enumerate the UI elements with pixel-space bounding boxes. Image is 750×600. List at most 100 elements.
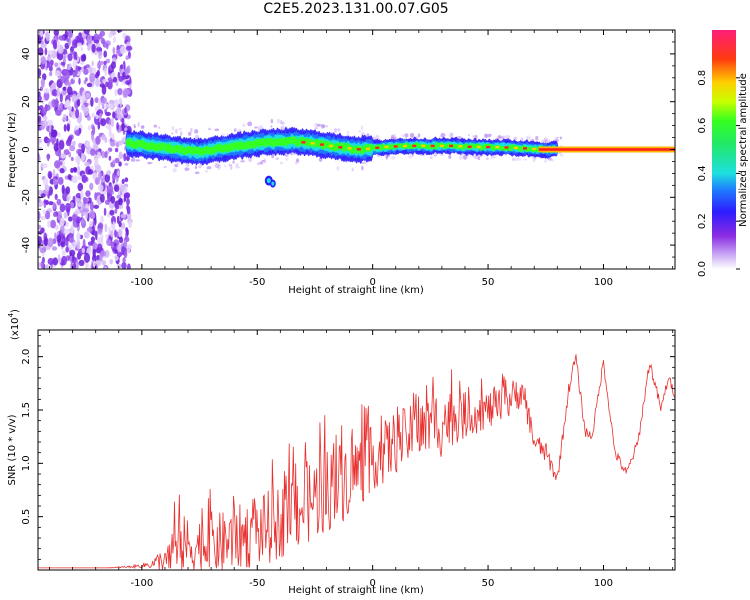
spectrogram-peak-mark bbox=[523, 147, 527, 150]
spectrogram-halo-blob bbox=[325, 125, 328, 128]
spectrogram-noise-blob bbox=[74, 129, 80, 136]
spectrogram-noise-blob bbox=[52, 169, 56, 177]
spectrogram-noise-blob bbox=[40, 78, 45, 88]
spectrogram-noise-blob bbox=[56, 198, 62, 206]
spectrogram-noise-blob bbox=[110, 117, 114, 128]
spectrogram-noise-blob bbox=[97, 49, 103, 60]
spectrogram-noise-blob bbox=[91, 43, 96, 53]
spectrogram-noise-blob bbox=[69, 144, 76, 152]
spectrogram-peak-mark bbox=[366, 147, 370, 150]
spectrogram-noise-blob bbox=[66, 99, 71, 108]
spectrogram-noise-blob bbox=[57, 40, 60, 51]
snr-series-line bbox=[38, 354, 675, 570]
spectrogram-halo-blob bbox=[535, 136, 539, 141]
spectrogram-noise-blob bbox=[75, 108, 80, 119]
spectrogram-halo-blob bbox=[495, 137, 500, 140]
spectrogram-noise-blob bbox=[72, 262, 76, 269]
spectrogram-noise-blob bbox=[118, 161, 122, 167]
spectrogram-noise-blob bbox=[53, 211, 57, 217]
spectrogram-halo-blob bbox=[391, 134, 394, 139]
spectrogram-noise-blob bbox=[40, 43, 47, 48]
y-tick-label: 1.0 bbox=[21, 455, 32, 471]
spectrogram-noise-blob bbox=[112, 172, 116, 181]
snr-y-axis-label: SNR (10 * v/v) bbox=[7, 414, 18, 485]
spectrogram-noise-blob bbox=[81, 217, 85, 225]
spectrogram-halo-blob bbox=[360, 125, 364, 131]
spectrogram-noise-blob bbox=[101, 260, 107, 266]
spectrogram-noise-blob bbox=[76, 148, 83, 155]
spectrogram-halo-blob bbox=[314, 122, 318, 128]
spectrogram-noise-blob bbox=[107, 212, 110, 218]
spectrogram-noise-blob bbox=[104, 265, 108, 269]
spectrogram-halo-blob bbox=[448, 154, 452, 160]
spectrogram-noise-blob bbox=[108, 155, 112, 161]
spectrogram-halo-blob bbox=[559, 153, 564, 157]
spectrogram-noise-blob bbox=[80, 104, 86, 111]
spectrogram-noise-blob bbox=[116, 263, 122, 269]
spectrogram-halo-blob bbox=[179, 131, 183, 136]
spectrogram-secondary-blob bbox=[266, 178, 271, 184]
spectrogram-halo-blob bbox=[361, 165, 364, 171]
spectrogram-noise-blob bbox=[124, 177, 129, 183]
spectrogram-halo-blob bbox=[251, 156, 254, 159]
spectrogram-noise-blob bbox=[89, 72, 96, 83]
spectrogram-noise-blob bbox=[85, 77, 88, 82]
spectrogram-halo-blob bbox=[316, 123, 322, 127]
spectrogram-peak-mark bbox=[375, 146, 380, 149]
snr-x-ticks: -100 -50 0 50 100 bbox=[49, 330, 674, 589]
spectrogram-noise-blob bbox=[94, 97, 99, 103]
spectrogram-noise-blob bbox=[59, 153, 66, 159]
spectrogram-noise-blob bbox=[82, 196, 87, 203]
spectrogram-noise-blob bbox=[101, 150, 105, 159]
spectrogram-noise-blob bbox=[120, 45, 126, 55]
x-tick-label: -50 bbox=[249, 277, 265, 288]
spectrogram-noise-blob bbox=[86, 115, 91, 121]
spectrogram-halo-blob bbox=[228, 163, 233, 167]
spectrogram-noise-blob bbox=[40, 261, 44, 269]
spectrogram-halo-blob bbox=[135, 159, 140, 162]
spectrogram-halo-blob bbox=[477, 156, 481, 161]
spectrogram-noise-blob bbox=[86, 34, 93, 45]
spectrogram-halo-blob bbox=[184, 167, 190, 171]
colorbar-gradient bbox=[712, 30, 736, 269]
y-tick-label: 0 bbox=[21, 146, 32, 152]
spectrogram-noise-blob bbox=[110, 229, 114, 238]
spectrogram-noise-blob bbox=[104, 223, 108, 233]
spectrogram-halo-blob bbox=[248, 157, 253, 163]
spectrogram-noise-blob bbox=[124, 192, 131, 199]
spectrogram-noise-blob bbox=[107, 184, 114, 194]
spectrogram-noise-blob bbox=[87, 169, 94, 175]
spectrogram-noise-blob bbox=[67, 53, 73, 62]
spectrogram-noise-blob bbox=[77, 182, 84, 192]
spectrogram-noise-blob bbox=[109, 259, 113, 265]
spectrogram-peak-mark bbox=[301, 141, 306, 144]
spectrogram-halo-blob bbox=[124, 163, 129, 166]
spectrogram-halo-blob bbox=[512, 157, 515, 161]
spectrogram-noise-blob bbox=[92, 254, 97, 262]
spectrogram-noise-blob bbox=[84, 161, 91, 167]
spectrogram-halo-blob bbox=[470, 155, 475, 158]
spectrogram-noise-blob bbox=[65, 81, 72, 87]
spectrogram-noise-blob bbox=[92, 242, 98, 250]
spectrogram-noise-blob bbox=[85, 92, 91, 99]
spectrogram-noise-blob bbox=[53, 178, 58, 186]
spectrogram-noise-blob bbox=[52, 257, 59, 266]
spectrogram-noise-blob bbox=[50, 129, 58, 138]
spectrogram-noise-blob bbox=[108, 132, 113, 138]
spectrogram-noise-blob bbox=[116, 215, 120, 224]
spectrogram-noise-blob bbox=[95, 77, 100, 87]
spectrogram-noise-blob bbox=[104, 250, 110, 258]
spectrogram-noise-blob bbox=[122, 71, 126, 78]
spectrogram-halo-blob bbox=[223, 164, 227, 168]
spectrogram-halo-blob bbox=[194, 171, 200, 175]
spectrogram-halo-blob bbox=[280, 125, 285, 131]
spectrogram-noise-blob bbox=[116, 170, 121, 177]
spectrogram-halo-blob bbox=[440, 133, 446, 138]
spectrogram-noise-blob bbox=[113, 100, 119, 107]
spectrogram-noise-blob bbox=[41, 163, 48, 169]
spectrogram-noise-blob bbox=[67, 174, 72, 180]
spectrogram-noise-blob bbox=[118, 237, 124, 244]
x-tick-label: 50 bbox=[482, 277, 495, 288]
spectrogram-noise-blob bbox=[71, 175, 78, 184]
spectrogram-noise-blob bbox=[45, 31, 51, 42]
